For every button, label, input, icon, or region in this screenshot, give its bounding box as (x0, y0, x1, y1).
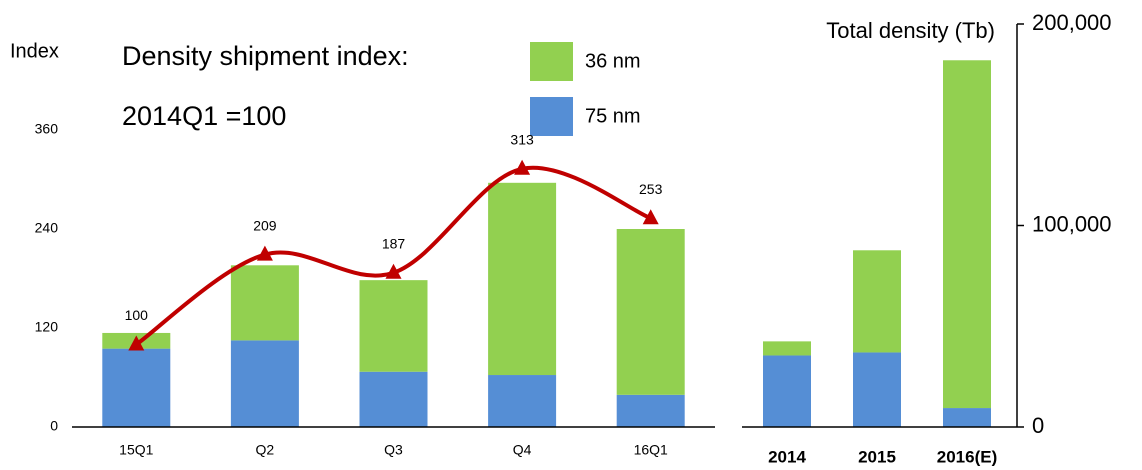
y2-tick-label: 0 (1032, 413, 1044, 438)
data-label: 187 (382, 235, 406, 251)
data-label: 100 (125, 307, 149, 323)
x-tick-label: 16Q1 (634, 442, 668, 458)
line-marker (256, 245, 273, 261)
y-axis-label: Index (10, 40, 59, 62)
bar-segment (616, 394, 685, 427)
y-tick-label: 120 (35, 319, 59, 335)
legend-label: 75 nm (585, 105, 641, 127)
bar-segment (102, 348, 171, 427)
data-label: 253 (639, 181, 663, 197)
bar-segment (230, 340, 299, 427)
legend-swatch (530, 97, 573, 136)
bar-segment (488, 182, 557, 376)
x-tick-label: 2014 (768, 447, 806, 466)
x-tick-label: 2016(E) (937, 447, 997, 466)
annotation: 2014Q1 =100 (122, 101, 286, 131)
x-tick-label: 15Q1 (119, 442, 153, 458)
bar-segment (763, 341, 811, 356)
bar-segment (853, 352, 901, 427)
bar-segment (763, 355, 811, 427)
bar-segment (943, 60, 991, 409)
legend-swatch (530, 42, 573, 81)
y-tick-label: 0 (50, 418, 58, 434)
x-tick-label: Q3 (384, 442, 403, 458)
x-tick-label: Q2 (256, 442, 275, 458)
data-label: 209 (253, 217, 277, 233)
bar-segment (853, 250, 901, 353)
bar-segment (359, 371, 428, 427)
y2-axis-label: Total density (Tb) (826, 18, 995, 43)
data-label: 313 (510, 131, 534, 147)
y-tick-label: 240 (35, 220, 59, 236)
legend-label: 36 nm (585, 50, 641, 72)
bar-segment (230, 265, 299, 341)
line-marker (642, 209, 659, 225)
y2-tick-label: 100,000 (1032, 211, 1112, 236)
bar-segment (359, 280, 428, 372)
line-marker (385, 263, 402, 279)
x-tick-label: Q4 (513, 442, 532, 458)
y2-tick-label: 200,000 (1032, 10, 1112, 35)
line-marker (514, 159, 531, 175)
line-marker (128, 335, 145, 351)
bar-segment (943, 408, 991, 427)
bar-segment (488, 375, 557, 427)
x-tick-label: 2015 (858, 447, 896, 466)
bar-segment (616, 229, 685, 395)
annotation: Density shipment index: (122, 41, 409, 71)
y-tick-label: 360 (35, 121, 59, 137)
